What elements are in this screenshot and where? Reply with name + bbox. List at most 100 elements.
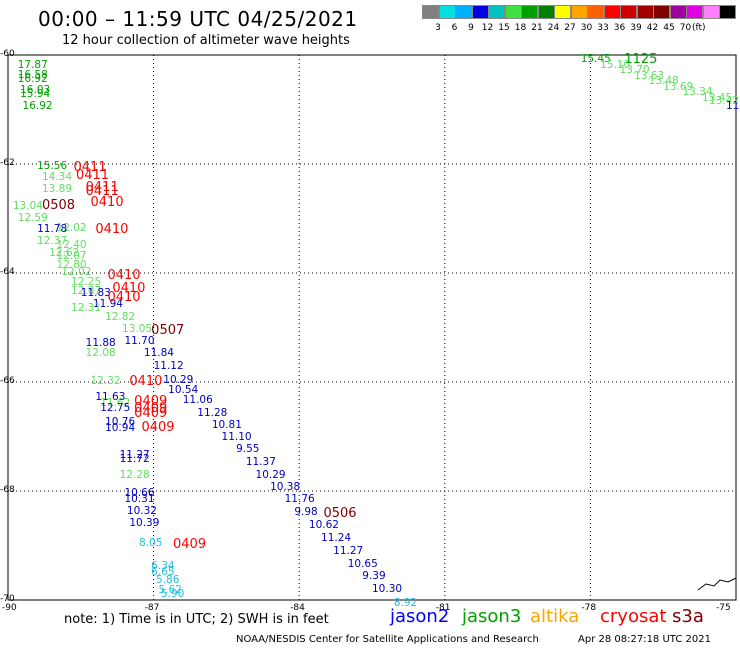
legend-label: 21 [531, 23, 543, 33]
lon-axis-label: -78 [581, 603, 597, 613]
wave-height-label: 12.37 [37, 234, 68, 247]
wave-height-label: 14.34 [41, 170, 73, 183]
wave-height-label: 15.45 [580, 53, 611, 66]
wave-height-label: 9.39 [362, 570, 386, 583]
wave-height-label: 11.37 [245, 455, 276, 468]
wave-height-label: 11.94 [92, 297, 123, 310]
time-tag: 0410 [107, 289, 141, 305]
page-subtitle: 12 hour collection of altimeter wave hei… [62, 33, 350, 48]
wave-height-label: 12.59 [17, 211, 48, 224]
satellite-name: altika [530, 606, 580, 627]
legend-label: 33 [597, 23, 609, 33]
wave-height-label: 11.70 [124, 334, 155, 347]
wave-height-label: 13.48 [648, 75, 679, 88]
wave-height-label: 8.05 [139, 537, 163, 550]
wave-height-label: 12.02 [61, 266, 92, 278]
wave-height-label: 10.29 [255, 468, 286, 481]
wave-height-label: 8.92 [393, 597, 418, 610]
legend-label: 70 [679, 23, 692, 33]
time-tag: 0411 [85, 184, 119, 200]
wave-height-label: 15.10 [600, 58, 631, 71]
wave-height-label: 10.31 [124, 493, 155, 506]
wave-height-label: 13.63 [634, 69, 665, 82]
wave-height-label: 12.40 [56, 238, 87, 251]
wave-height-label: 11.27 [333, 545, 364, 558]
time-tag: 0411 [85, 180, 119, 196]
wave-height-label: 10.66 [124, 486, 155, 499]
lon-axis-label: -75 [716, 603, 731, 613]
wave-height-label: 11 [726, 100, 740, 113]
legend-label: 18 [514, 23, 527, 33]
wave-height-label: 10.32 [126, 504, 157, 517]
wave-height-label: 10.81 [211, 418, 242, 431]
time-tag: 0410 [95, 222, 129, 238]
time-tag: 0506 [323, 505, 357, 521]
lon-axis-label: -81 [435, 603, 451, 613]
wave-height-label: 16.03 [20, 83, 51, 96]
wave-height-label: 11.06 [182, 394, 213, 407]
wave-height-label: 12.87 [71, 284, 102, 297]
wave-height-label: 11.83 [80, 286, 111, 299]
wave-height-label: 12.62 [49, 246, 80, 259]
legend-label: 42 [646, 23, 659, 33]
legend-label: 24 [547, 23, 560, 33]
satellite-name: cryosat [600, 606, 667, 627]
legend-label: 36 [613, 23, 626, 33]
wave-height-label: 15.56 [37, 159, 68, 172]
wave-height-label: 13.05 [122, 323, 153, 336]
wave-height-label: 5.90 [160, 587, 185, 600]
wave-height-label: 13.69 [663, 80, 694, 93]
wave-height-label: 6.34 [151, 560, 175, 573]
wave-height-label: 11.62 [100, 396, 131, 409]
wave-height-label: 12.02 [56, 222, 87, 235]
time-tag: 0411 [75, 167, 110, 183]
map-border [7, 54, 737, 601]
footer-note: note: 1) Time is in UTC; 2) SWH is in fe… [64, 612, 329, 627]
lat-axis-label: -60 [0, 49, 15, 59]
wave-height-label: 16.58 [17, 68, 48, 81]
credit-line: NOAA/NESDIS Center for Satellite Applica… [236, 634, 539, 645]
wave-height-label: 11.10 [221, 431, 252, 444]
time-tag: 0411 [73, 159, 107, 175]
wave-height-label: 11.28 [197, 406, 228, 419]
time-tag: 0409 [134, 401, 168, 417]
wave-height-label: 12.82 [105, 310, 136, 323]
time-tag: 0507 [151, 323, 185, 339]
wave-height-label: 13.04 [12, 199, 43, 212]
lat-axis-label: -64 [0, 267, 15, 277]
satellite-name: jason3 [462, 606, 522, 627]
wave-height-label: 12.32 [90, 375, 121, 387]
time-tag: 0410 [107, 267, 141, 283]
lat-axis-label: -70 [0, 594, 15, 604]
legend-label: 45 [663, 23, 675, 33]
time-tag: 0410 [112, 281, 146, 297]
time-tag: 0409 [134, 406, 168, 422]
wave-height-label: 12.25 [71, 275, 102, 288]
wave-height-label: 6.65 [151, 565, 175, 578]
wave-height-label: 10.94 [105, 421, 136, 434]
wave-height-label: 16.92 [17, 73, 48, 86]
time-tag: 0409 [173, 537, 207, 553]
wave-height-label: 13.45 [702, 91, 733, 104]
wave-height-label: 9.55 [236, 443, 260, 456]
legend-label: 39 [630, 23, 642, 33]
wave-height-label: 15.94 [20, 88, 51, 101]
lat-axis-label: -68 [0, 485, 15, 495]
wave-height-label: 10.39 [129, 516, 160, 529]
wave-height-label: 9.98 [294, 505, 318, 518]
lon-axis-label: -84 [290, 603, 305, 613]
wave-height-label: 12.80 [56, 259, 87, 272]
legend-label: 9 [468, 23, 474, 33]
wave-height-label: 11.72 [119, 452, 150, 465]
time-tag: 0410 [90, 195, 124, 211]
legend-label: 30 [580, 23, 593, 33]
wave-height-label: 11.76 [284, 493, 315, 506]
wave-height-label: 13.89 [41, 183, 73, 196]
wave-height-label: 13.70 [619, 64, 650, 77]
wave-height-label: 13.34 [682, 86, 713, 99]
time-tag: 0409 [141, 420, 175, 436]
wave-height-label: 10.62 [308, 519, 339, 532]
wave-height-label: 10.38 [270, 481, 301, 494]
wave-height-label: 11.84 [143, 346, 174, 359]
